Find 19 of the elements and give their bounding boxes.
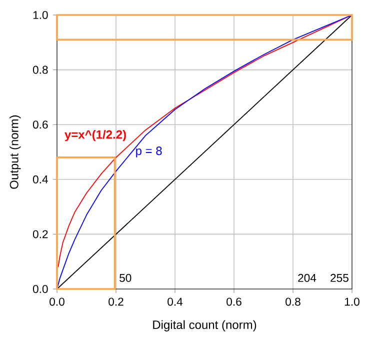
x-tick-label: 0.8: [286, 298, 300, 306]
y-tick-label: 0.0: [32, 284, 48, 294]
y-tick-label: 0.6: [32, 120, 48, 129]
x-tick-label: 0.0: [50, 298, 64, 306]
y-axis-title: Output (norm): [10, 115, 21, 189]
annotation: 50: [120, 274, 132, 282]
y-tick-label: 1.0: [33, 11, 48, 20]
series-label: p = 8: [136, 146, 162, 158]
x-axis-title: Digital count (norm): [153, 320, 256, 332]
y-tick-label: 0.8: [32, 66, 48, 74]
x-tick-label: 0.2: [108, 298, 124, 306]
x-tick-label: 1.0: [344, 298, 360, 306]
annotation: 204: [298, 274, 316, 282]
y-tick-label: 0.4: [32, 175, 48, 184]
series-label: y=x^(1/2.2): [64, 130, 126, 142]
x-tick-label: 0.4: [168, 298, 183, 306]
y-tick-label: 0.2: [32, 230, 48, 238]
x-tick-label: 0.6: [226, 298, 242, 306]
annotation: 255: [330, 274, 348, 282]
